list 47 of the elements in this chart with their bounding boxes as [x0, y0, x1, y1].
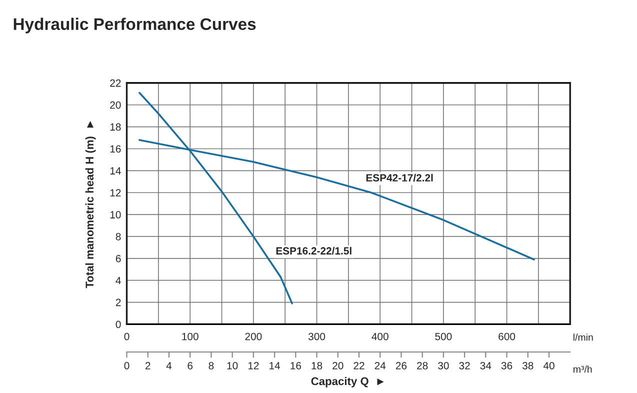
- x2-tick-label: 36: [501, 362, 512, 370]
- y-tick-label: 6: [116, 254, 121, 262]
- x2-tick-label: 8: [208, 362, 214, 370]
- series-label: ESP42-17/2.2l: [366, 174, 433, 182]
- y-tick-label: 22: [110, 79, 121, 87]
- x-tick-label: 500: [435, 332, 452, 340]
- x2-tick-label: 12: [248, 362, 259, 370]
- x2-tick-label: 32: [459, 362, 470, 370]
- y-tick-label: 0: [116, 320, 121, 328]
- x-tick-label: 600: [498, 332, 516, 340]
- x2-tick-label: 4: [166, 362, 172, 370]
- y-tick-label: 12: [110, 189, 121, 196]
- text: m³/h: [574, 366, 592, 373]
- text: l/min: [574, 334, 593, 341]
- x2-tick-label: 18: [312, 362, 322, 370]
- y-tick-label: 18: [110, 123, 121, 131]
- x2-tick-label: 30: [438, 362, 449, 370]
- y-tick-label: 10: [110, 211, 121, 218]
- x-axis-title: Capacity Q ►: [311, 376, 384, 388]
- x-tick-label: 400: [372, 332, 388, 340]
- x2-tick-label: 0: [124, 362, 130, 370]
- x2-tick-label: 14: [270, 362, 280, 370]
- y-axis-title: Total manometric head H (m) ►: [85, 121, 96, 288]
- x2-tick-label: 26: [396, 362, 407, 370]
- y-tick-label: 16: [110, 145, 121, 153]
- x2-tick-label: 24: [374, 362, 386, 370]
- x-tick-label: 100: [182, 332, 198, 340]
- x-tick-label: 300: [308, 332, 326, 340]
- x2-tick-label: 2: [146, 362, 150, 370]
- x2-tick-label: 38: [522, 362, 534, 370]
- y-tick-label: 20: [110, 101, 121, 109]
- chart-title: Hydraulic Performance Curves: [14, 18, 256, 34]
- y-tick-label: 4: [116, 276, 121, 284]
- y-tick-label: 8: [116, 232, 121, 240]
- series-label: ESP16.2-22/1.5l: [276, 246, 352, 255]
- x2-tick-label: 34: [480, 362, 492, 370]
- x2-tick-label: 6: [188, 362, 193, 370]
- y-tick-label: 14: [110, 167, 121, 174]
- x-tick-label: 0: [124, 332, 130, 340]
- x2-tick-label: 16: [290, 362, 301, 370]
- x2-tick-label: 22: [354, 362, 364, 370]
- x2-tick-label: 10: [227, 362, 238, 370]
- x2-tick-label: 40: [543, 362, 554, 370]
- x2-tick-label: 28: [417, 362, 428, 370]
- x-tick-label: 200: [245, 332, 262, 340]
- x2-tick-label: 20: [332, 362, 344, 370]
- y-tick-label: 2: [116, 298, 121, 306]
